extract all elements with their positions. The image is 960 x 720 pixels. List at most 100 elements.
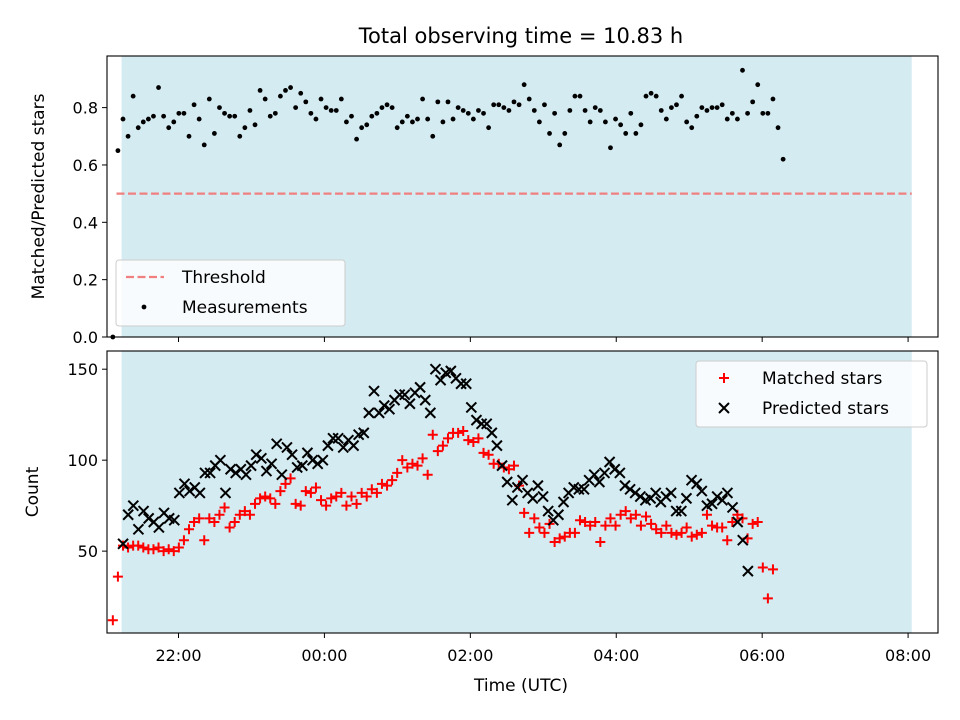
data-point-matched bbox=[549, 537, 560, 548]
plot-frame bbox=[106, 55, 939, 338]
data-point-measurement bbox=[714, 105, 720, 111]
data-point-predicted bbox=[675, 505, 688, 517]
legend-entry-label: Threshold bbox=[181, 268, 266, 288]
data-point-predicted bbox=[445, 365, 457, 377]
data-point-matched bbox=[117, 540, 128, 551]
data-point-predicted bbox=[624, 483, 636, 495]
data-point-predicted bbox=[178, 478, 191, 490]
data-point-measurement bbox=[354, 136, 359, 142]
data-point-measurement bbox=[425, 116, 431, 122]
data-point-matched bbox=[351, 498, 362, 509]
data-point-matched bbox=[224, 522, 235, 533]
data-point-measurement bbox=[506, 108, 512, 113]
data-point-matched bbox=[153, 542, 164, 553]
data-point-measurement bbox=[547, 131, 552, 136]
data-point-measurement bbox=[333, 108, 339, 113]
data-point-matched bbox=[757, 562, 768, 573]
data-point-measurement bbox=[658, 108, 664, 113]
data-point-measurement bbox=[460, 108, 466, 113]
data-point-matched bbox=[590, 517, 601, 528]
data-point-predicted bbox=[183, 485, 196, 497]
data-point-matched bbox=[361, 491, 372, 502]
data-point-measurement bbox=[237, 133, 243, 139]
data-point-predicted bbox=[153, 521, 165, 534]
data-point-predicted bbox=[737, 534, 749, 546]
data-point-matched bbox=[666, 527, 677, 538]
data-point-matched bbox=[255, 493, 266, 504]
data-point-measurement bbox=[597, 108, 603, 113]
data-point-predicted bbox=[383, 403, 396, 415]
data-point-measurement bbox=[166, 125, 172, 131]
data-point-matched bbox=[681, 522, 692, 533]
data-point-matched bbox=[371, 487, 382, 498]
data-point-matched bbox=[148, 544, 159, 555]
data-point-predicted bbox=[527, 492, 539, 505]
data-point-matched bbox=[458, 426, 469, 437]
data-point-measurement bbox=[780, 156, 786, 162]
data-point-predicted bbox=[532, 479, 544, 492]
data-point-matched bbox=[478, 447, 489, 458]
data-point-measurement bbox=[704, 108, 710, 113]
data-point-matched bbox=[575, 515, 586, 526]
data-point-measurement bbox=[191, 102, 197, 108]
data-point-measurement bbox=[567, 108, 573, 113]
data-point-predicted bbox=[399, 388, 411, 401]
data-point-predicted bbox=[260, 465, 273, 477]
data-point-predicted bbox=[373, 407, 385, 419]
data-point-measurement bbox=[476, 108, 481, 113]
data-point-measurement bbox=[293, 105, 299, 111]
data-point-predicted bbox=[593, 476, 606, 488]
data-point-matched bbox=[173, 542, 184, 553]
data-point-matched bbox=[402, 462, 413, 473]
data-point-predicted bbox=[142, 512, 155, 525]
data-point-measurement bbox=[430, 133, 436, 139]
data-point-measurement bbox=[526, 96, 532, 102]
data-point-predicted bbox=[332, 432, 344, 445]
data-point-matched bbox=[696, 527, 707, 538]
data-point-measurement bbox=[724, 116, 730, 122]
data-point-matched bbox=[280, 478, 291, 489]
data-point-matched bbox=[524, 527, 535, 538]
data-point-matched bbox=[194, 513, 205, 524]
data-point-matched bbox=[133, 540, 144, 551]
data-point-matched bbox=[204, 513, 215, 524]
data-point-matched bbox=[138, 542, 149, 553]
data-point-predicted bbox=[721, 487, 734, 499]
data-point-measurement bbox=[313, 116, 319, 122]
data-point-measurement bbox=[257, 88, 263, 93]
data-point-measurement bbox=[450, 116, 456, 122]
data-point-matched bbox=[427, 429, 438, 440]
data-point-predicted bbox=[660, 490, 672, 503]
data-point-matched bbox=[275, 486, 286, 497]
data-point-matched bbox=[585, 520, 596, 531]
data-point-predicted bbox=[501, 476, 513, 488]
data-point-predicted bbox=[742, 565, 754, 577]
data-point-measurement bbox=[760, 110, 766, 116]
data-point-matched bbox=[239, 506, 250, 517]
data-point-measurement bbox=[272, 110, 278, 116]
data-point-measurement bbox=[176, 110, 182, 116]
data-point-measurement bbox=[338, 96, 344, 102]
data-point-matched bbox=[199, 535, 210, 546]
data-point-predicted bbox=[506, 494, 519, 506]
data-point-predicted bbox=[317, 454, 329, 466]
data-point-matched bbox=[569, 527, 580, 538]
data-point-matched bbox=[762, 593, 773, 604]
data-point-matched bbox=[483, 449, 494, 460]
legend-box bbox=[115, 259, 346, 327]
data-point-predicted bbox=[537, 490, 549, 503]
data-point-matched bbox=[717, 522, 728, 533]
data-point-predicted bbox=[460, 378, 472, 390]
data-point-measurement bbox=[735, 116, 740, 122]
data-point-matched bbox=[615, 509, 626, 520]
legend-measurements-symbol bbox=[141, 304, 147, 310]
data-point-measurement bbox=[303, 99, 309, 105]
data-point-measurement bbox=[613, 116, 618, 122]
x-tick-label: 22:00 bbox=[155, 646, 201, 665]
data-point-matched bbox=[417, 453, 428, 464]
data-point-measurement bbox=[222, 110, 227, 116]
data-point-matched bbox=[600, 520, 611, 531]
data-point-matched bbox=[610, 520, 621, 531]
data-point-predicted bbox=[542, 505, 554, 517]
data-point-matched bbox=[392, 467, 403, 478]
